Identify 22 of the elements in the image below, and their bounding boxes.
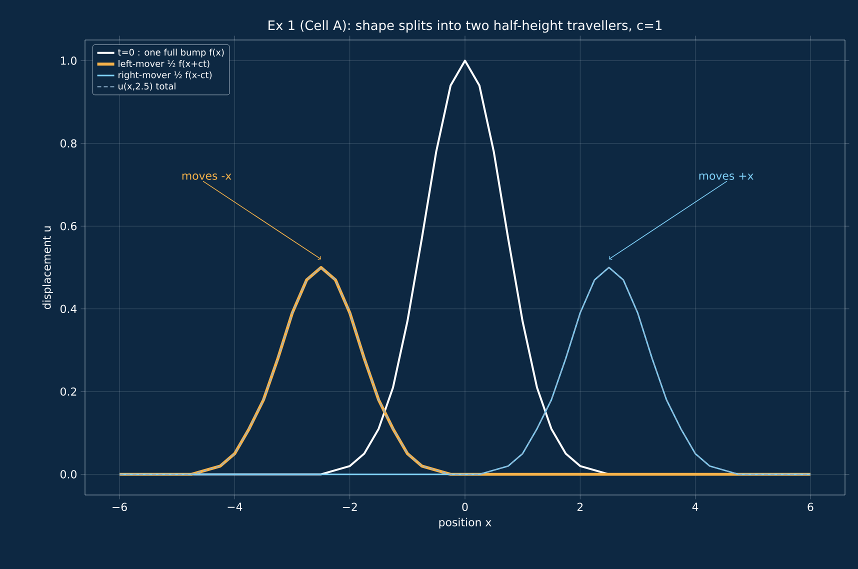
chart-title: Ex 1 (Cell A): shape splits into two half-height travellers, c=1 <box>268 20 662 33</box>
x-tick-label: 0 <box>462 502 468 512</box>
x-tick-label: 4 <box>692 502 698 511</box>
y-tick-label: 1.0 <box>61 56 76 65</box>
legend-label: right-mover ½ f(x-ct) <box>118 71 212 80</box>
y-tick-label: 0.4 <box>60 304 77 314</box>
y-tick-label: 0.0 <box>60 470 76 478</box>
legend-label: left-mover ½ f(x+ct) <box>118 60 210 68</box>
x-tick-label: 2 <box>577 502 583 511</box>
x-tick-label: −2 <box>342 502 357 511</box>
annotation: moves -x <box>182 174 232 180</box>
y-tick-label: 0.6 <box>60 222 77 230</box>
annotation: moves +x <box>699 172 754 180</box>
y-axis-title: displacement u <box>42 226 53 310</box>
x-tick-label: −6 <box>112 502 127 512</box>
x-axis-title: position x <box>439 518 492 529</box>
y-tick-label: 0.2 <box>60 387 76 396</box>
x-tick-label: −4 <box>228 502 242 511</box>
y-tick-label: 0.8 <box>60 139 76 148</box>
legend-label: u(x,2.5) total <box>118 82 176 91</box>
x-tick-label: 6 <box>808 502 814 512</box>
legend-label: t=0 : one full bump f(x) <box>118 48 224 58</box>
